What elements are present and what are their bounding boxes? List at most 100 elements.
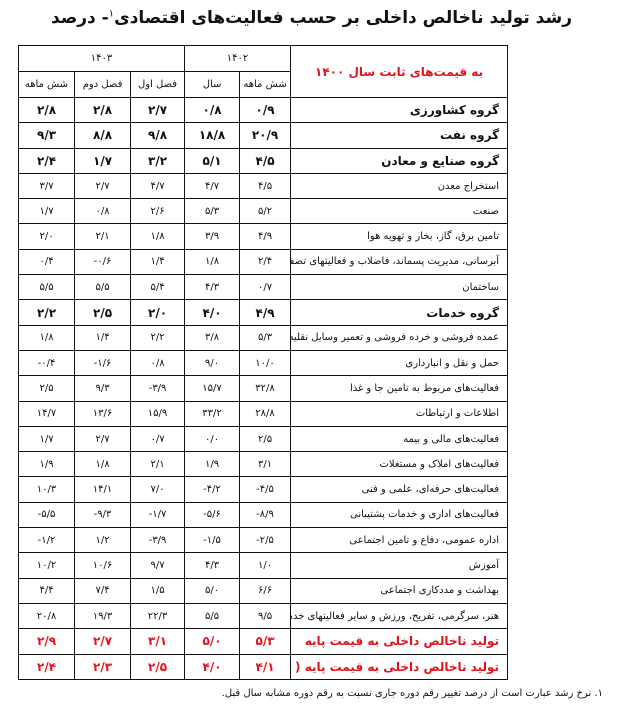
table-row: گروه صنایع و معادن ۴/۵ ۵/۱ ۳/۲ ۱/۷ ۲/۴ <box>17 147 509 174</box>
value-cell: ۲/۲ <box>130 324 186 351</box>
value-cell: ۳/۲ <box>130 147 186 174</box>
value-cell: ۴/۰ <box>184 299 241 326</box>
table-row: گروه خدمات ۴/۹ ۴/۰ ۲/۰ ۲/۵ ۲/۲ <box>17 299 509 326</box>
value-cell: ۳۲/۸ <box>239 375 292 402</box>
row-label: هنر، سرگرمی، تفریح، ورزش و سایر فعالیتها… <box>290 602 509 630</box>
value-cell: ۲/۴ <box>17 653 76 680</box>
value-cell: ۹/۳ <box>17 122 76 149</box>
value-cell: ۲/۰ <box>17 223 76 250</box>
value-cell: -۸/۹ <box>239 501 292 529</box>
page-title: رشد تولید ناخالص داخلی بر حسب فعالیت‌های… <box>0 8 623 28</box>
value-cell: ۰/۷ <box>239 274 292 301</box>
table-row: بهداشت و مددکاری اجتماعی ۶/۶ ۵/۰ ۱/۵ ۷/۴ ۴/۴ <box>17 577 509 604</box>
value-cell: ۹/۸ <box>130 122 186 149</box>
subheader: شش ماهه <box>17 71 76 98</box>
value-cell: ۴/۳ <box>184 552 241 579</box>
table-row: گروه کشاورزی ۰/۹ ۰/۸ ۲/۷ ۲/۸ ۲/۸ <box>17 96 509 124</box>
row-label: آموزش <box>290 552 509 579</box>
value-cell: ۴/۵ <box>239 147 292 174</box>
table-row: فعالیت‌های مربوط به تامین جا و غذا ۳۲/۸ ۱۵… <box>17 375 509 402</box>
value-cell: ۱۰/۳ <box>17 476 76 503</box>
value-cell: ۰/۹ <box>239 96 292 124</box>
value-cell: ۳/۷ <box>17 172 76 200</box>
value-cell: ۱/۴ <box>74 324 132 351</box>
row-label: فعالیت‌های املاک و مستغلات <box>290 451 509 478</box>
value-cell: ۰/۰ <box>184 425 241 453</box>
value-cell: ۱/۸ <box>74 451 132 478</box>
value-cell: -۲/۵ <box>239 527 292 554</box>
value-cell: ۱۸/۸ <box>184 122 241 149</box>
value-cell: -۳/۹ <box>130 375 186 402</box>
value-cell: ۱۳/۶ <box>74 400 132 427</box>
value-cell: -۱/۲ <box>17 527 76 554</box>
table-row: عمده فروشی و خرده فروشی و تعمیر وسایل نق… <box>17 324 509 351</box>
value-cell: ۳۳/۲ <box>184 400 241 427</box>
footnote-mark: ۱ <box>108 8 115 20</box>
value-cell: ۲/۷ <box>74 628 132 655</box>
row-label: گروه کشاورزی <box>290 96 509 124</box>
row-label: صنعت <box>290 198 509 225</box>
table-row: صنعت ۵/۲ ۵/۳ ۲/۶ ۰/۸ ۱/۷ <box>17 198 509 225</box>
row-label: فعالیت‌های اداری و خدمات پشتیبانی <box>290 501 509 529</box>
value-cell: ۱/۴ <box>130 248 186 276</box>
row-label: فعالیت‌های مالی و بیمه <box>290 425 509 453</box>
row-label: عمده فروشی و خرده فروشی و تعمیر وسایل نق… <box>290 324 509 351</box>
value-cell: -۵/۶ <box>184 501 241 529</box>
value-cell: ۱/۰ <box>239 552 292 579</box>
value-cell: -۳/۹ <box>130 527 186 554</box>
table-row: استخراج معدن ۴/۵ ۴/۷ ۴/۷ ۲/۷ ۳/۷ <box>17 172 509 200</box>
value-cell: ۴/۵ <box>239 172 292 200</box>
value-cell: ۲/۵ <box>239 425 292 453</box>
value-cell: ۳/۱ <box>130 628 186 655</box>
table-row: ساختمان ۰/۷ ۴/۳ ۵/۴ ۵/۵ ۵/۵ <box>17 274 509 301</box>
value-cell: -۴/۲ <box>184 476 241 503</box>
value-cell: ۴/۷ <box>184 172 241 200</box>
value-cell: ۱/۷ <box>17 425 76 453</box>
table-row: آموزش ۱/۰ ۴/۳ ۹/۷ ۱۰/۶ ۱۰/۲ <box>17 552 509 579</box>
row-label: آبرسانی، مدیریت پسماند، فاضلاب و فعالیته… <box>290 248 509 276</box>
value-cell: ۲/۵ <box>74 299 132 326</box>
value-cell: -۱/۵ <box>184 527 241 554</box>
table-row: گروه نفت ۲۰/۹ ۱۸/۸ ۹/۸ ۸/۸ ۹/۳ <box>17 122 509 149</box>
value-cell: ۱/۲ <box>74 527 132 554</box>
gdp-growth-table: به قیمت‌های ثابت سال ۱۴۰۰ ۱۴۰۲ ۱۴۰۳ شش م… <box>17 45 509 680</box>
row-label: فعالیت‌های حرفه‌ای، علمی و فنی <box>290 476 509 503</box>
value-cell: ۹/۷ <box>130 552 186 579</box>
value-cell: ۰/۷ <box>130 425 186 453</box>
value-cell: ۲/۷ <box>130 96 186 124</box>
value-cell: ۵/۳ <box>239 628 292 655</box>
row-label: ساختمان <box>290 274 509 301</box>
value-cell: -۰/۶ <box>74 248 132 276</box>
value-cell: -۵/۵ <box>17 501 76 529</box>
subheader: فصل دوم <box>74 71 132 98</box>
table-row: حمل و نقل و انبارداری ۱۰/۰ ۹/۰ ۰/۸ -۱/۶ -۰/۴ <box>17 349 509 377</box>
year-header-1403: ۱۴۰۳ <box>17 45 186 72</box>
value-cell: ۵/۲ <box>239 198 292 225</box>
value-cell: -۱/۶ <box>74 349 132 377</box>
footnote: ۱. نرخ رشد عبارت است از درصد تغییر رقم د… <box>221 688 603 699</box>
table-row: تولید ناخالص داخلی به قیمت پایه ۵/۳ ۵/۰ ۳/۱… <box>17 628 509 655</box>
value-cell: -۱/۷ <box>130 501 186 529</box>
value-cell: ۷/۰ <box>130 476 186 503</box>
value-cell: ۵/۳ <box>184 198 241 225</box>
value-cell: ۲/۷ <box>74 425 132 453</box>
value-cell: -۴/۵ <box>239 476 292 503</box>
value-cell: ۸/۸ <box>74 122 132 149</box>
value-cell: ۵/۵ <box>74 274 132 301</box>
value-cell: ۲۲/۳ <box>130 602 186 630</box>
row-label: گروه صنایع و معادن <box>290 147 509 174</box>
value-cell: ۲/۴ <box>17 147 76 174</box>
table-row: هنر، سرگرمی، تفریح، ورزش و سایر فعالیتها… <box>17 602 509 630</box>
value-cell: ۶/۶ <box>239 577 292 604</box>
row-label: حمل و نقل و انبارداری <box>290 349 509 377</box>
value-cell: ۵/۵ <box>184 602 241 630</box>
value-cell: ۲/۴ <box>239 248 292 276</box>
value-cell: ۰/۴ <box>17 248 76 276</box>
value-cell: ۱۴/۱ <box>74 476 132 503</box>
value-cell: ۱/۷ <box>17 198 76 225</box>
value-cell: ۴/۴ <box>17 577 76 604</box>
value-cell: ۱۰/۰ <box>239 349 292 377</box>
subheader: فصل اول <box>130 71 186 98</box>
value-cell: ۰/۸ <box>184 96 241 124</box>
value-cell: ۴/۹ <box>239 223 292 250</box>
